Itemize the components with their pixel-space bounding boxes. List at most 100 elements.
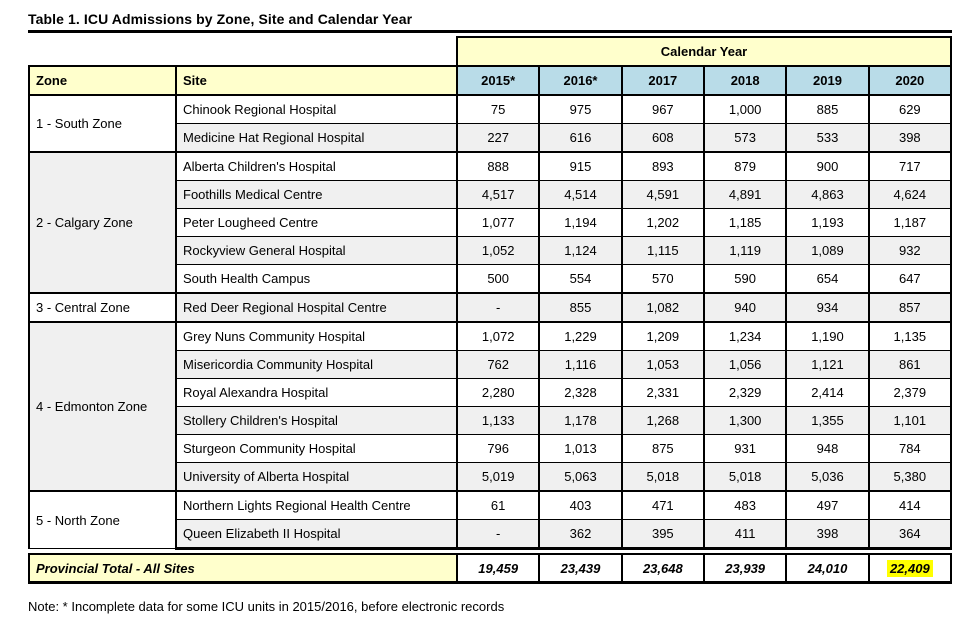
- value-cell: 931: [702, 434, 788, 463]
- site-cell: Medicine Hat Regional Hospital: [175, 123, 458, 153]
- value-cell: 1,190: [785, 321, 870, 351]
- value-cell: 1,234: [702, 321, 788, 351]
- value-cell: 554: [538, 264, 623, 294]
- value-cell: 398: [867, 123, 953, 153]
- site-cell: University of Alberta Hospital: [175, 462, 458, 492]
- value-cell: 403: [538, 490, 623, 520]
- value-cell: 4,863: [785, 180, 870, 209]
- value-cell: 570: [620, 264, 705, 294]
- value-cell: 888: [455, 151, 541, 181]
- total-value-2020: 22,409: [867, 553, 953, 584]
- value-cell: 915: [538, 151, 623, 181]
- site-cell: Grey Nuns Community Hospital: [175, 321, 458, 351]
- value-cell: 784: [867, 434, 953, 463]
- table-row: Medicine Hat Regional Hospital 227 616 6…: [29, 123, 953, 153]
- value-cell: 414: [867, 490, 953, 520]
- value-cell: 1,187: [867, 208, 953, 237]
- calendar-year-header: Calendar Year: [456, 36, 952, 67]
- table-row: Peter Lougheed Centre 1,077 1,194 1,202 …: [29, 208, 953, 237]
- site-cell: Misericordia Community Hospital: [175, 350, 458, 379]
- site-cell: Foothills Medical Centre: [175, 180, 458, 209]
- value-cell: 948: [785, 434, 870, 463]
- value-cell: 1,056: [702, 350, 788, 379]
- value-cell: 5,019: [455, 462, 541, 492]
- value-cell: 1,013: [538, 434, 623, 463]
- total-value: 24,010: [785, 553, 870, 584]
- value-cell: 411: [702, 519, 788, 550]
- value-cell: 1,135: [867, 321, 953, 351]
- value-cell: 900: [785, 151, 870, 181]
- value-cell: 2,280: [455, 378, 541, 407]
- value-cell: 2,329: [702, 378, 788, 407]
- value-cell: 1,178: [538, 406, 623, 435]
- value-cell: 1,101: [867, 406, 953, 435]
- value-cell: 590: [702, 264, 788, 294]
- value-cell: 227: [455, 123, 541, 153]
- value-cell: 497: [785, 490, 870, 520]
- table-row: University of Alberta Hospital 5,019 5,0…: [29, 462, 953, 492]
- site-cell: Red Deer Regional Hospital Centre: [175, 292, 458, 323]
- value-cell: 893: [620, 151, 705, 181]
- value-cell: 975: [538, 94, 623, 124]
- table-row: Queen Elizabeth II Hospital - 362 395 41…: [29, 519, 953, 550]
- value-cell: 940: [702, 292, 788, 323]
- value-cell: 398: [785, 519, 870, 550]
- value-cell: 967: [620, 94, 705, 124]
- value-cell: 616: [538, 123, 623, 153]
- site-cell: Peter Lougheed Centre: [175, 208, 458, 237]
- table-row: Sturgeon Community Hospital 796 1,013 87…: [29, 434, 953, 463]
- site-cell: Queen Elizabeth II Hospital: [175, 519, 458, 550]
- value-cell: 879: [702, 151, 788, 181]
- value-cell: 4,514: [538, 180, 623, 209]
- site-cell: Northern Lights Regional Health Centre: [175, 490, 458, 520]
- value-cell: 5,018: [620, 462, 705, 492]
- site-cell: South Health Campus: [175, 264, 458, 294]
- value-cell: 1,268: [620, 406, 705, 435]
- site-cell: Chinook Regional Hospital: [175, 94, 458, 124]
- value-cell: 5,036: [785, 462, 870, 492]
- site-cell: Rockyview General Hospital: [175, 236, 458, 265]
- site-cell: Alberta Children's Hospital: [175, 151, 458, 181]
- highlighted-total-value: 22,409: [886, 559, 933, 577]
- value-cell: 861: [867, 350, 953, 379]
- value-cell: 796: [455, 434, 541, 463]
- footnote: Note: * Incomplete data for some ICU uni…: [28, 599, 505, 614]
- table-row: 2 - Calgary Zone Alberta Children's Hosp…: [28, 151, 953, 294]
- value-cell: 934: [785, 292, 870, 323]
- table-row: 1 - South Zone Chinook Regional Hospital…: [28, 94, 953, 153]
- year-header-2018: 2018: [702, 65, 788, 96]
- value-cell: 1,082: [620, 292, 705, 323]
- value-cell: 4,624: [867, 180, 953, 209]
- value-cell: 4,517: [455, 180, 541, 209]
- value-cell: 4,591: [620, 180, 705, 209]
- value-cell: -: [455, 519, 541, 550]
- zone-cell-calgary: 2 - Calgary Zone: [28, 151, 177, 294]
- value-cell: 1,185: [702, 208, 788, 237]
- value-cell: 2,328: [538, 378, 623, 407]
- provincial-total-table: Provincial Total - All Sites 19,459 23,4…: [28, 553, 953, 584]
- value-cell: 5,063: [538, 462, 623, 492]
- total-row: Provincial Total - All Sites 19,459 23,4…: [28, 553, 953, 584]
- value-cell: 5,018: [702, 462, 788, 492]
- value-cell: 857: [867, 292, 953, 323]
- value-cell: 932: [867, 236, 953, 265]
- value-cell: 1,355: [785, 406, 870, 435]
- value-cell: 1,229: [538, 321, 623, 351]
- value-cell: 1,052: [455, 236, 541, 265]
- site-column-header: Site: [175, 65, 458, 96]
- value-cell: 1,193: [785, 208, 870, 237]
- value-cell: 647: [867, 264, 953, 294]
- year-header-2017: 2017: [620, 65, 705, 96]
- spanner-row: Calendar Year: [29, 36, 952, 67]
- table-row: 5 - North Zone Northern Lights Regional …: [28, 490, 953, 549]
- table-row: Stollery Children's Hospital 1,133 1,178…: [29, 406, 953, 435]
- zone-column-header: Zone: [28, 65, 177, 96]
- value-cell: 5,380: [867, 462, 953, 492]
- value-cell: 855: [538, 292, 623, 323]
- value-cell: 1,209: [620, 321, 705, 351]
- total-value: 23,939: [702, 553, 788, 584]
- value-cell: 75: [455, 94, 541, 124]
- value-cell: 1,194: [538, 208, 623, 237]
- value-cell: 1,053: [620, 350, 705, 379]
- value-cell: 1,300: [702, 406, 788, 435]
